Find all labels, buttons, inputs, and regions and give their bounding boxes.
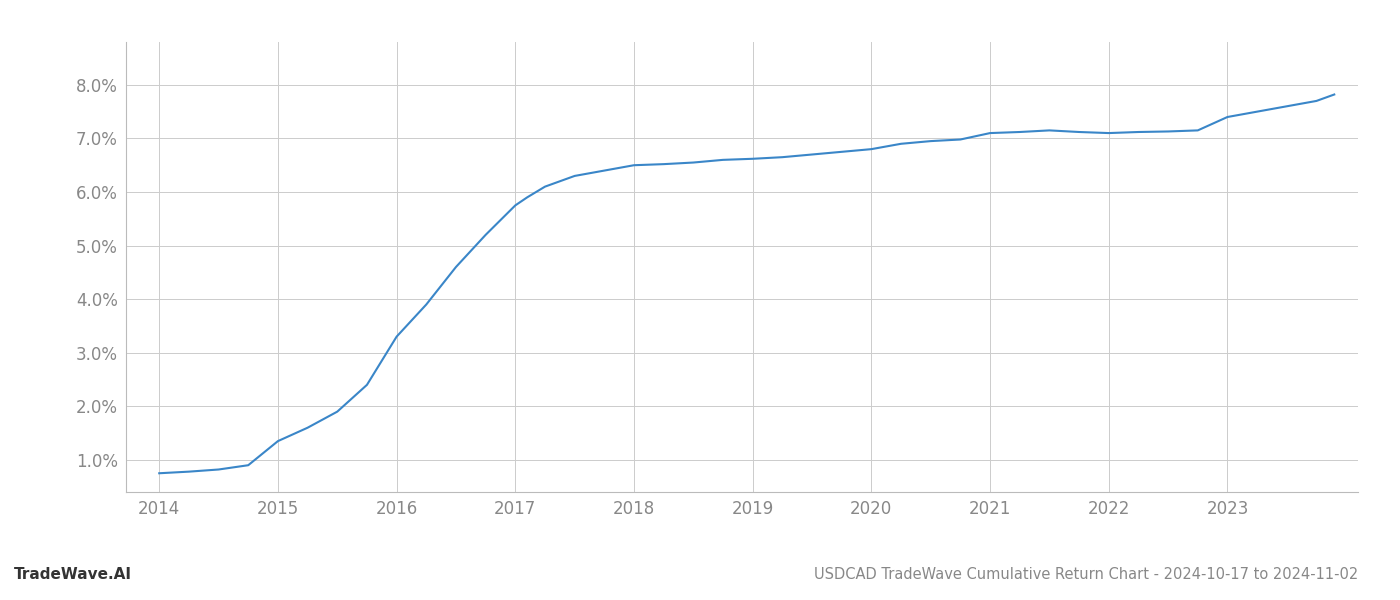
Text: TradeWave.AI: TradeWave.AI <box>14 567 132 582</box>
Text: USDCAD TradeWave Cumulative Return Chart - 2024-10-17 to 2024-11-02: USDCAD TradeWave Cumulative Return Chart… <box>813 567 1358 582</box>
